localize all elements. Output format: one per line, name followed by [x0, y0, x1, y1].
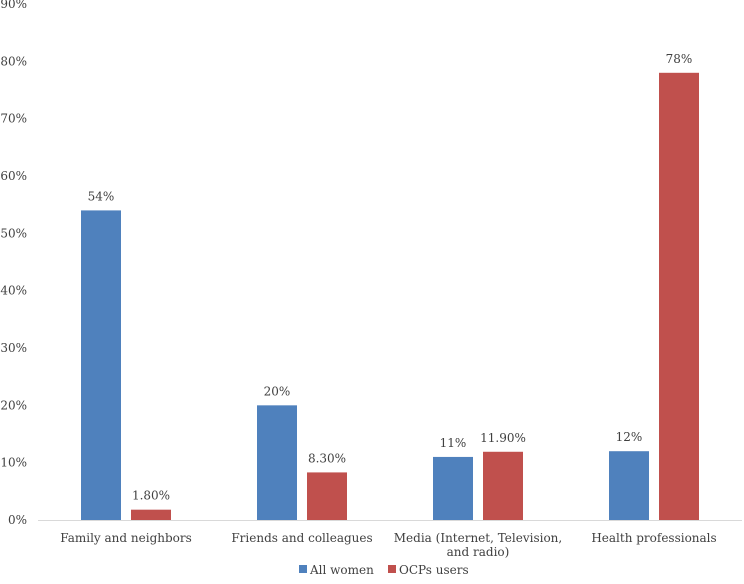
legend-swatch — [299, 565, 307, 573]
data-label: 11% — [440, 436, 467, 450]
y-axis: 0% 10% 20% 30% 40% 50% 60% 70% 80% 90% — [0, 0, 27, 527]
bars — [81, 72, 699, 521]
legend-label: All women — [309, 563, 374, 577]
legend-label: OCPs users — [399, 563, 469, 577]
y-tick-label: 60% — [0, 169, 27, 183]
y-tick-label: 30% — [0, 341, 27, 355]
data-label: 11.90% — [480, 431, 526, 445]
bar-all-women — [433, 456, 473, 520]
bar-ocps-users — [131, 509, 171, 520]
bar-all-women — [81, 210, 121, 520]
bar-all-women — [257, 405, 297, 520]
y-tick-label: 40% — [0, 284, 27, 298]
data-label: 20% — [264, 384, 291, 398]
data-label: 54% — [88, 189, 115, 203]
x-tick-label: Media (Internet, Television, — [394, 531, 562, 545]
y-tick-label: 10% — [0, 456, 27, 470]
y-tick-label: 70% — [0, 112, 27, 126]
legend-swatch — [388, 565, 396, 573]
x-tick-label: Friends and colleagues — [231, 531, 372, 545]
data-label: 12% — [616, 430, 643, 444]
data-label: 8.30% — [308, 451, 346, 465]
bar-ocps-users — [483, 451, 523, 520]
y-tick-label: 50% — [0, 226, 27, 240]
x-tick-label: Family and neighbors — [60, 531, 192, 545]
y-tick-label: 0% — [8, 513, 27, 527]
y-tick-label: 90% — [0, 0, 27, 11]
x-tick-label: and radio) — [447, 545, 510, 559]
data-label: 1.80% — [132, 489, 170, 503]
x-tick-label: Health professionals — [591, 531, 716, 545]
data-labels: 54% 20% 11% 12% 1.80% 8.30% 11.90% 78% — [88, 52, 693, 503]
x-axis-labels: Family and neighbors Friends and colleagu… — [60, 531, 716, 559]
bar-all-women — [609, 451, 649, 520]
legend: All women OCPs users — [299, 563, 469, 577]
y-tick-label: 20% — [0, 398, 27, 412]
bar-ocps-users — [659, 72, 699, 521]
bar-ocps-users — [307, 472, 347, 520]
data-label: 78% — [666, 52, 693, 66]
y-tick-label: 80% — [0, 54, 27, 68]
